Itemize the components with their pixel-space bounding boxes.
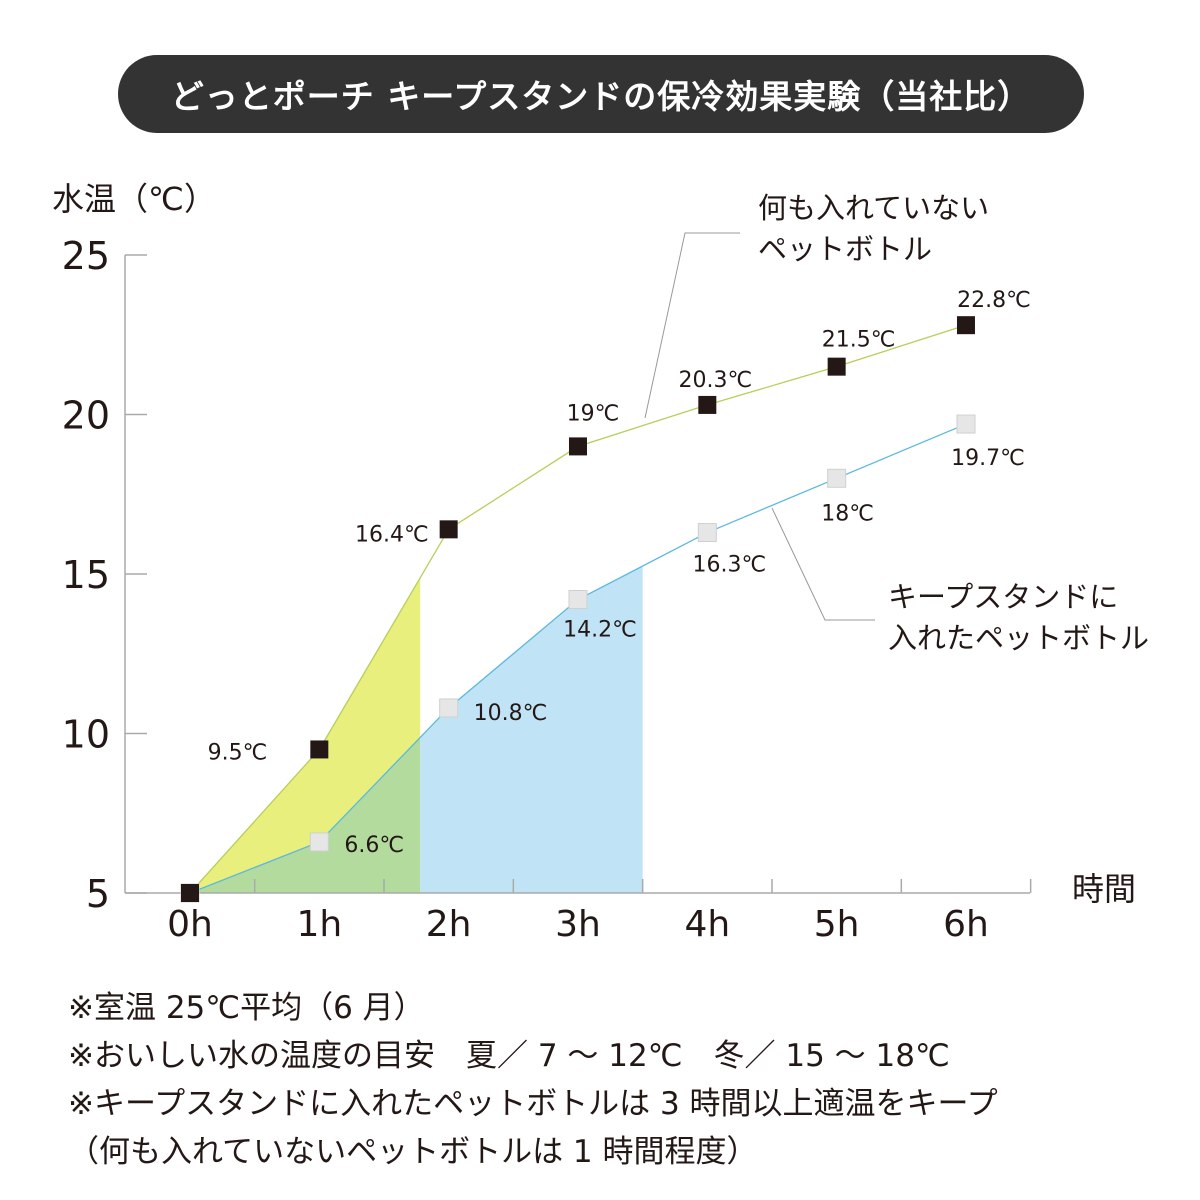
x-tick-label: 3h — [555, 904, 601, 945]
data-point — [956, 316, 975, 335]
data-label: 14.2℃ — [563, 618, 637, 643]
y-tick-label: 20 — [62, 394, 110, 438]
data-label: 16.4℃ — [355, 522, 429, 547]
data-point — [309, 832, 329, 852]
data-point — [827, 468, 847, 488]
x-tick-label: 6h — [943, 904, 989, 945]
footnote: （何も入れていないペットボトルは 1 時間程度） — [68, 1134, 758, 1170]
data-point — [698, 395, 717, 414]
footnote: ※室温 25℃平均（6 月） — [68, 990, 425, 1026]
x-axis-label: 時間 — [1072, 870, 1136, 908]
data-label: 10.8℃ — [474, 701, 548, 726]
leader-line — [771, 507, 875, 621]
data-point — [697, 523, 717, 543]
data-label: 22.8℃ — [957, 288, 1031, 313]
data-label: 20.3℃ — [678, 368, 752, 393]
legend-label: ペットボトル — [758, 232, 932, 266]
data-point — [956, 414, 976, 434]
data-label: 9.5℃ — [208, 740, 268, 765]
chart-title: どっとポーチ キープスタンドの保冷効果実験（当社比） — [118, 55, 1084, 133]
data-point — [439, 698, 459, 718]
data-label: 6.6℃ — [344, 833, 404, 858]
data-label: 19.7℃ — [951, 446, 1025, 471]
y-tick-label: 25 — [62, 234, 110, 278]
legend-label: 何も入れていない — [758, 191, 989, 225]
data-point — [827, 357, 846, 376]
y-tick-label: 5 — [86, 872, 110, 916]
legend-label: キープスタンドに — [888, 580, 1118, 614]
footnote: ※おいしい水の温度の目安 夏／ 7 ～ 12℃ 冬／ 15 ～ 18℃ — [68, 1038, 950, 1074]
data-label: 18℃ — [821, 501, 874, 526]
footnotes: ※室温 25℃平均（6 月） ※おいしい水の温度の目安 夏／ 7 ～ 12℃ 冬… — [68, 984, 998, 1176]
data-point — [568, 590, 588, 610]
data-label: 21.5℃ — [822, 328, 896, 353]
data-point — [310, 740, 329, 759]
y-tick-label: 10 — [62, 713, 110, 757]
leader-line — [644, 232, 740, 419]
legend-label: 入れたペットボトル — [888, 621, 1149, 655]
data-point — [439, 520, 458, 539]
y-tick-label: 15 — [62, 553, 110, 597]
fill-area-keep-stand — [420, 566, 643, 893]
x-tick-label: 5h — [814, 904, 860, 945]
data-label: 19℃ — [567, 401, 620, 426]
data-label: 16.3℃ — [692, 553, 766, 578]
x-tick-label: 2h — [426, 904, 472, 945]
x-tick-label: 4h — [684, 904, 730, 945]
footnote: ※キープスタンドに入れたペットボトルは 3 時間以上適温をキープ — [68, 1086, 998, 1122]
fill-area-overlap — [190, 737, 421, 893]
y-axis-label: 水温（℃） — [52, 180, 216, 218]
data-point — [568, 437, 587, 456]
data-point — [181, 884, 199, 902]
x-tick-label: 1h — [296, 904, 342, 945]
x-tick-label: 0h — [167, 904, 213, 945]
